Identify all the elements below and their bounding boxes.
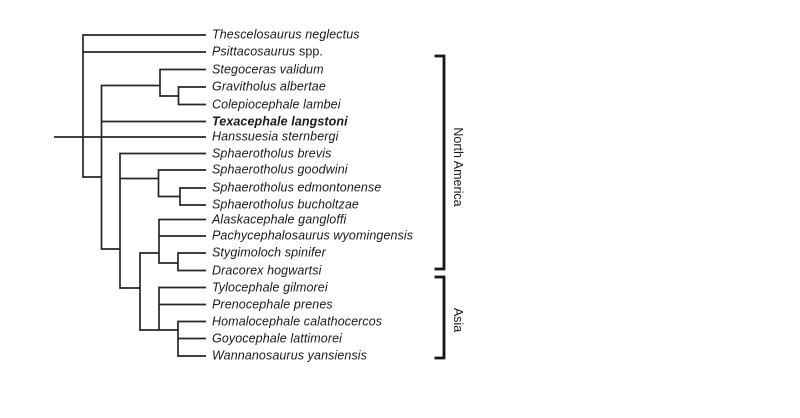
taxon-name: Alaskacephale gangloffi [212, 212, 347, 226]
taxon-label: Texacephale langstoni [212, 115, 348, 128]
taxon-name: Psittacosaurus [212, 44, 296, 59]
taxon-name: Colepiocephale lambei [212, 97, 341, 111]
taxon-label: Alaskacephale gangloffi [212, 213, 346, 226]
taxon-label: Dracorex hogwartsi [212, 264, 321, 277]
taxon-name: Tylocephale gilmorei [212, 280, 328, 294]
clade-bracket-label: Asia [451, 308, 465, 332]
taxon-name: Dracorex hogwartsi [212, 263, 322, 277]
taxon-label: Thescelosaurus neglectus [212, 27, 360, 42]
taxon-name: Prenocephale prenes [212, 297, 333, 311]
taxon-label: Stegoceras validum [212, 63, 324, 76]
taxon-name: Sphaerotholus bucholtzae [212, 197, 359, 212]
taxon-label: Gravitholus albertae [212, 79, 326, 94]
taxon-name: Goyocephale lattimorei [212, 331, 343, 345]
clade-bracket [434, 275, 446, 360]
taxon-label: Sphaerotholus edmontonense [212, 180, 382, 195]
taxon-label: Tylocephale gilmorei [212, 281, 328, 294]
clade-bracket-label: North America [451, 127, 465, 206]
taxon-label: Homalocephale calathocercos [212, 315, 382, 328]
taxon-name: Sphaerotholus edmontonense [212, 180, 382, 195]
taxon-name: Sphaerotholus brevis [212, 146, 332, 160]
taxon-label: Colepiocephale lambei [212, 98, 341, 111]
taxon-name: Homalocephale calathocercos [212, 314, 383, 328]
taxon-label: Sphaerotholus brevis [212, 147, 331, 160]
taxon-label: Stygimoloch spinifer [212, 245, 326, 260]
taxon-name: Wannanosaurus yansiensis [212, 348, 368, 363]
taxon-label: Hanssuesia sternbergi [212, 129, 339, 144]
taxon-label: Sphaerotholus bucholtzae [212, 197, 359, 212]
taxon-label: Prenocephale prenes [212, 298, 333, 311]
taxon-name: Thescelosaurus neglectus [212, 27, 360, 42]
taxon-name: Hanssuesia sternbergi [212, 129, 339, 144]
taxon-name: Stegoceras validum [212, 62, 324, 76]
taxon-label: Wannanosaurus yansiensis [212, 348, 368, 363]
taxon-name: Sphaerotholus goodwini [212, 162, 348, 177]
taxon-label: Pachycephalosaurus wyomingensis [212, 228, 414, 243]
taxon-name: Stygimoloch spinifer [212, 245, 326, 260]
clade-bracket [434, 54, 446, 271]
taxon-name: Gravitholus albertae [212, 79, 326, 94]
taxon-name: Texacephale langstoni [212, 114, 348, 128]
taxon-label: Goyocephale lattimorei [212, 332, 342, 345]
taxon-name: Pachycephalosaurus wyomingensis [212, 228, 414, 243]
taxon-suffix: spp. [295, 44, 323, 59]
taxon-label: Sphaerotholus goodwini [212, 162, 348, 177]
taxon-label: Psittacosaurus spp. [212, 44, 323, 59]
